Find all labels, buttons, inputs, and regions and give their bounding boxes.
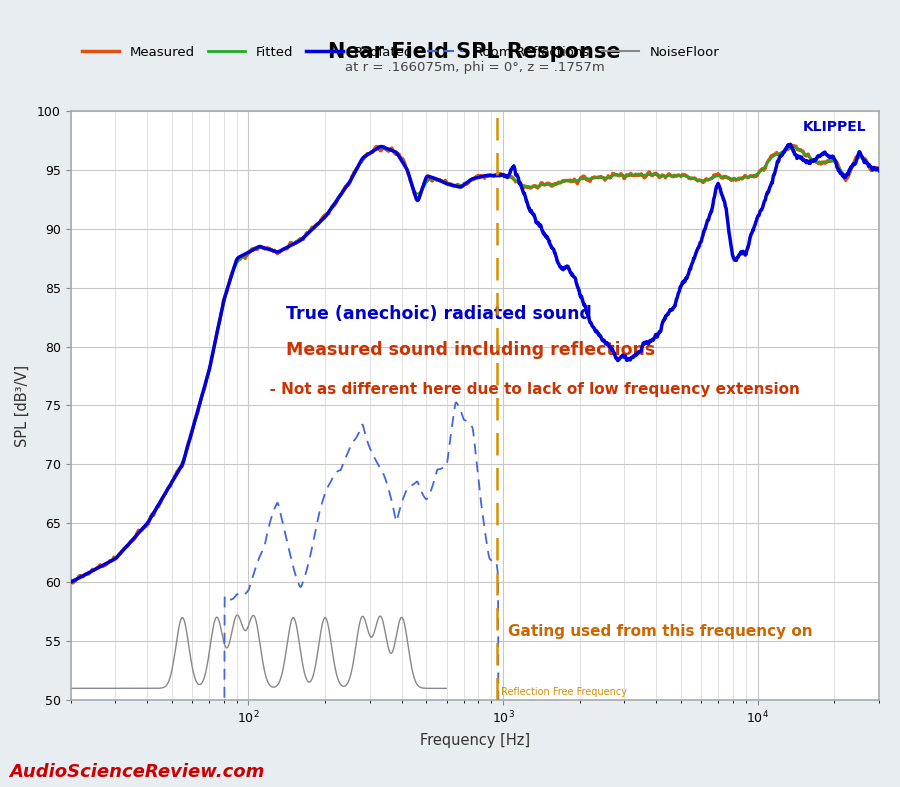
Text: KLIPPEL: KLIPPEL (803, 120, 866, 135)
Text: Gating used from this frequency on: Gating used from this frequency on (508, 623, 813, 638)
Y-axis label: SPL [dB³/V]: SPL [dB³/V] (15, 364, 30, 446)
Text: Reflection Free Frequency: Reflection Free Frequency (500, 686, 626, 696)
Text: at r = .166075m, phi = 0°, z = .1757m: at r = .166075m, phi = 0°, z = .1757m (345, 61, 605, 74)
Legend: Measured, Fitted, Radiated, Room Reflections, NoiseFloor: Measured, Fitted, Radiated, Room Reflect… (77, 41, 725, 65)
Text: AudioScienceReview.com: AudioScienceReview.com (9, 763, 265, 781)
Text: True (anechoic) radiated sound: True (anechoic) radiated sound (285, 305, 591, 323)
Text: - Not as different here due to lack of low frequency extension: - Not as different here due to lack of l… (259, 382, 800, 397)
Text: Measured sound including reflections: Measured sound including reflections (285, 341, 655, 359)
X-axis label: Frequency [Hz]: Frequency [Hz] (419, 733, 530, 748)
Title: Near Field SPL Response: Near Field SPL Response (328, 42, 621, 62)
